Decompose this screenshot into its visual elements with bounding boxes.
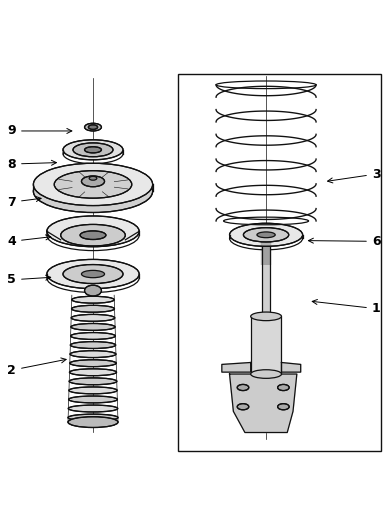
Ellipse shape [81,270,105,278]
Ellipse shape [68,417,118,427]
Ellipse shape [33,163,152,206]
Ellipse shape [54,171,132,198]
Ellipse shape [257,232,275,238]
Text: 1: 1 [312,299,381,315]
Bar [178,74,381,451]
Text: 7: 7 [7,196,41,208]
Ellipse shape [69,396,117,403]
Ellipse shape [63,140,123,160]
Text: 9: 9 [7,124,72,138]
Ellipse shape [244,228,289,242]
Ellipse shape [89,176,97,180]
Polygon shape [281,362,301,372]
Ellipse shape [33,170,152,213]
Ellipse shape [278,404,289,410]
Ellipse shape [237,384,249,391]
Ellipse shape [71,314,115,321]
Ellipse shape [71,306,115,312]
Ellipse shape [69,369,117,376]
Polygon shape [222,362,251,372]
Bar [262,242,270,318]
Ellipse shape [251,312,281,321]
Ellipse shape [69,387,117,394]
Ellipse shape [72,296,114,303]
Ellipse shape [73,143,113,157]
Ellipse shape [69,378,117,385]
Ellipse shape [85,123,102,131]
Ellipse shape [81,176,105,187]
Bar [251,317,281,374]
Polygon shape [230,374,297,433]
Ellipse shape [80,231,106,239]
Ellipse shape [71,323,115,330]
Ellipse shape [68,414,118,421]
Ellipse shape [88,125,98,130]
Ellipse shape [85,146,102,153]
Text: 8: 8 [7,158,56,171]
Text: 6: 6 [308,235,381,248]
Text: 2: 2 [7,358,66,377]
Ellipse shape [63,265,123,284]
Ellipse shape [70,351,116,358]
Ellipse shape [70,342,116,349]
Text: 5: 5 [7,274,51,286]
Ellipse shape [278,384,289,391]
Text: 3: 3 [328,167,381,183]
Text: 4: 4 [7,235,51,248]
Ellipse shape [47,259,139,289]
Ellipse shape [251,370,281,379]
Ellipse shape [237,404,249,410]
Ellipse shape [47,216,139,247]
Ellipse shape [71,332,115,340]
Ellipse shape [68,405,118,412]
Ellipse shape [230,223,303,246]
Ellipse shape [61,224,125,246]
Ellipse shape [85,285,102,296]
Ellipse shape [70,360,116,366]
